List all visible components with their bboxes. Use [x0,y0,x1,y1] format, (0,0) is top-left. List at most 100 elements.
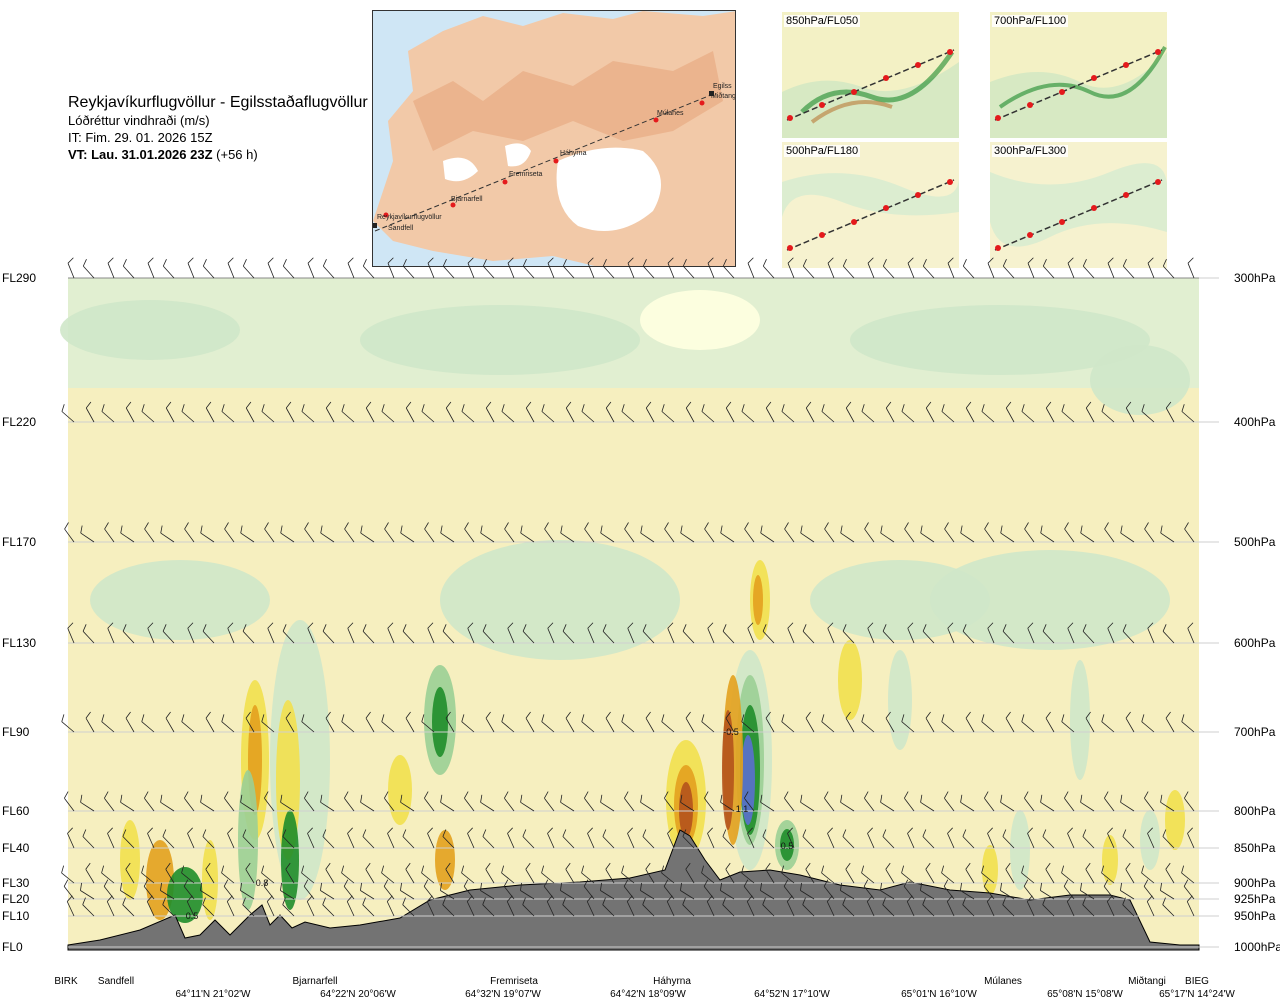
wind-barb [827,827,835,849]
barb-staff [1122,836,1135,849]
contour-label: 0.8 [256,878,269,888]
barb-staff [621,411,635,423]
map-label: Háhyrna [560,150,587,157]
barb-feather [480,525,483,534]
barb-feather [1045,401,1052,409]
wind-barb [1005,401,1015,423]
barb-feather [623,879,629,887]
barb-feather [821,865,825,874]
barb-staff [725,717,735,733]
wind-barb [322,829,335,849]
barb-feather [922,624,927,632]
barb-feather [346,895,353,902]
barb-feather [365,401,372,409]
barb-staff [925,717,935,733]
barb-staff [744,528,755,543]
barb-feather [960,882,962,891]
barb-staff [384,528,395,543]
wind-barb [1064,791,1075,812]
wind-barb [101,404,115,423]
barb-feather [965,401,972,409]
wind-barb [1023,879,1035,900]
barb-feather [861,714,865,722]
wind-barb [621,714,635,733]
barb-staff [783,886,795,900]
barb-feather [1021,865,1025,874]
route-point [553,158,559,164]
wind-barb [861,865,875,884]
barb-feather [987,622,994,629]
barb-staff [341,721,355,733]
barb-staff [885,717,895,733]
wind-barb [1080,882,1095,900]
wind-barb [67,257,75,279]
barb-feather [245,711,251,719]
barb-feather [440,525,443,534]
wind-barb [605,862,615,884]
barb-feather [543,879,549,887]
barb-feather [920,882,922,891]
barb-feather [581,404,585,412]
wind-barb [781,714,795,733]
wind-barb [301,865,315,884]
wind-barb [645,711,655,733]
barb-feather [387,257,394,264]
barb-staff [227,833,235,849]
barb-feather [165,711,171,719]
barb-feather [907,827,913,834]
barb-staff [747,628,755,644]
barb-staff [1085,869,1095,884]
barb-feather [1141,865,1145,874]
wind-barb [880,525,895,543]
wind-barb [485,711,495,733]
wind-barb [245,862,255,884]
barb-staff [160,890,175,900]
wind-barb [480,882,495,900]
panel-label: 850hPa/FL050 [784,15,861,27]
barb-feather [325,401,332,409]
barb-staff [760,801,775,812]
barb-feather [827,257,834,264]
wind-barb [783,879,795,900]
barb-feather [642,259,647,267]
wind-barb [507,257,515,279]
wind-barb [504,522,515,543]
barb-staff [901,721,915,733]
barb-feather [307,622,314,629]
barb-feather [864,791,869,799]
wind-barb [602,829,615,849]
wind-barb [685,711,695,733]
barb-feather [882,624,887,632]
barb-feather [147,257,154,264]
barb-feather [280,525,283,534]
wind-cell [780,829,794,861]
barb-feather [282,829,287,837]
wind-barb [1005,862,1015,884]
wind-barb [663,879,675,900]
barb-staff [722,265,735,279]
wind-barb [703,879,715,900]
barb-feather [280,882,282,891]
wind-barb [482,624,495,644]
barb-feather [82,829,87,837]
map-label: Miðtangi [711,92,736,100]
barb-feather [866,895,873,902]
barb-staff [1144,528,1155,543]
barb-staff [725,407,735,423]
barb-staff [426,901,435,917]
wind-barb [1144,522,1155,543]
barb-staff [344,528,355,543]
x-coord-label: 65°01'N 16°10'W [901,989,977,1000]
barb-feather [1104,791,1109,799]
wind-barb [827,257,835,279]
wind-barb [301,404,315,423]
wind-barb [787,257,795,279]
barb-staff [183,886,195,900]
barb-staff [1082,904,1095,917]
barb-staff [1125,869,1135,884]
barb-staff [240,532,255,543]
barb-feather [1042,897,1046,905]
barb-staff [802,836,815,849]
barb-staff [1026,901,1035,917]
wind-barb [104,791,115,812]
